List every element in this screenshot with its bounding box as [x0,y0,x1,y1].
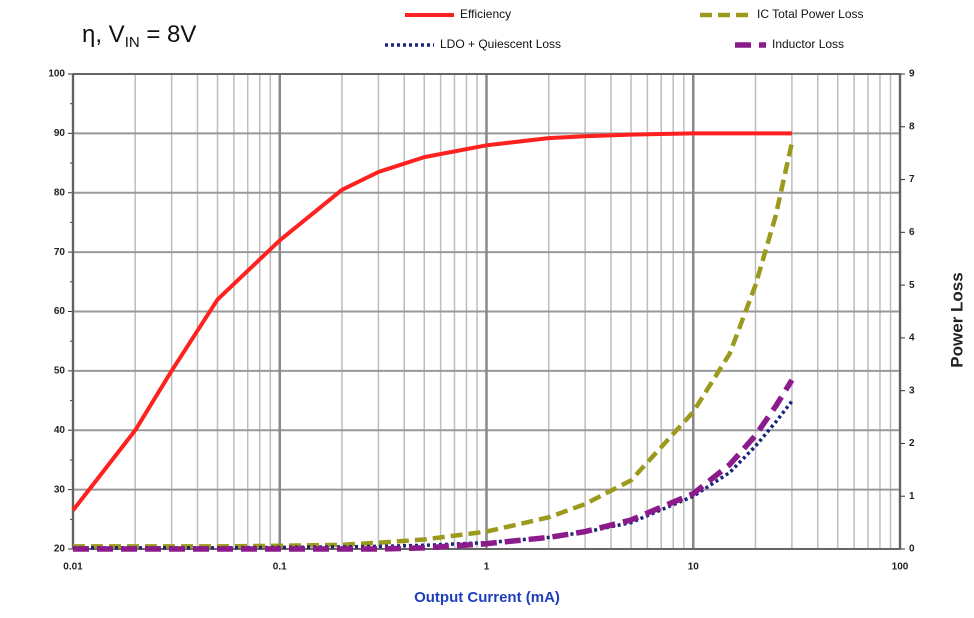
y2-tick-label: 8 [909,121,915,132]
y-tick-label: 40 [54,425,66,436]
y2-axis-label: Power Loss [947,272,966,367]
x-tick-label: 1 [484,562,490,573]
legend-label: IC Total Power Loss [757,7,864,21]
series-line [73,378,795,552]
x-tick-label: 0.01 [63,562,83,573]
series-line [71,131,792,512]
y-tick-label: 30 [54,484,66,495]
title-sub: IN [125,34,140,51]
y2-tick-label: 5 [909,280,915,291]
y2-tick-label: 3 [909,385,915,396]
y2-tick-label: 4 [909,333,915,344]
y2-tick-label: 0 [909,544,915,555]
legend-label: Efficiency [460,7,511,21]
y-tick-label: 20 [54,544,66,555]
y-tick-label: 90 [54,128,66,139]
y-tick-label: 50 [54,366,66,377]
plot-frame [72,73,901,550]
y2-tick-label: 2 [909,438,915,449]
x-tick-label: 10 [688,562,700,573]
x-tick-label: 100 [892,562,909,573]
legend-label: LDO + Quiescent Loss [440,37,561,51]
y-tick-label: 100 [48,69,65,80]
y-tick-label: 70 [54,247,66,258]
y-tick-label: 80 [54,187,66,198]
title-prefix: η, V [82,21,125,48]
y2-tick-label: 1 [909,491,915,502]
x-tick-label: 0.1 [273,562,287,573]
y2-tick-label: 9 [909,69,915,80]
x-axis-label: Output Current (mA) [414,589,560,606]
title-suffix: = 8V [140,21,197,48]
y-tick-label: 60 [54,306,66,317]
y2-tick-label: 6 [909,227,915,238]
y2-tick-label: 7 [909,174,915,185]
legend-label: Inductor Loss [772,37,844,51]
chart-title: η, VIN = 8V [82,21,196,51]
